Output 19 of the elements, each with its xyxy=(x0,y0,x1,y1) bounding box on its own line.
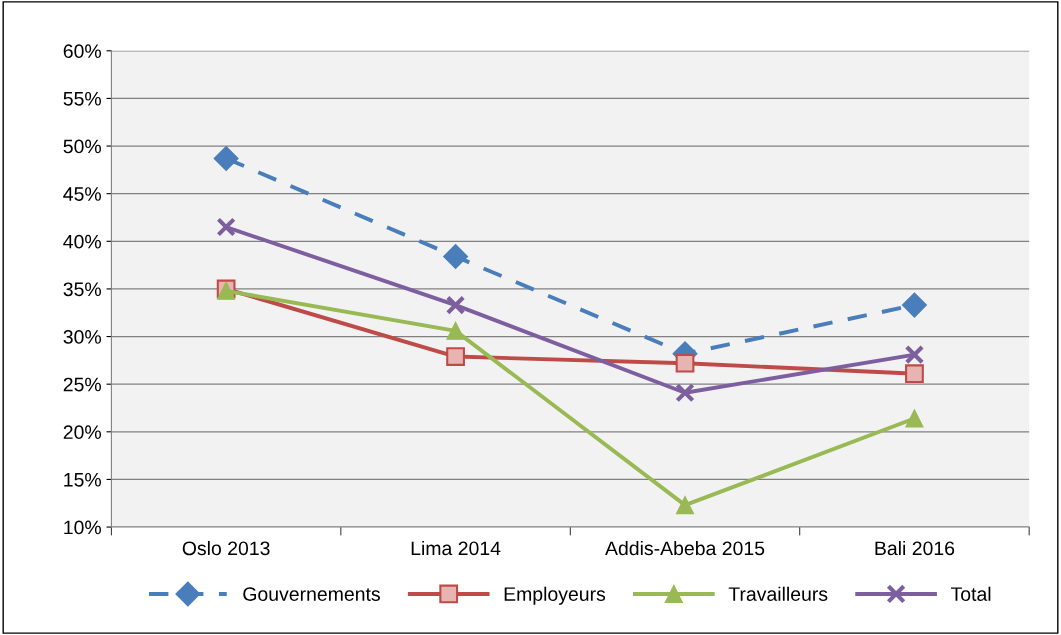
y-tick-label: 50% xyxy=(63,139,101,154)
legend-label: Employeurs xyxy=(504,586,606,605)
y-tick-label: 45% xyxy=(63,187,101,201)
y-tick-label: 25% xyxy=(63,377,101,392)
y-tick-label: 30% xyxy=(63,330,101,344)
legend-label: Gouvernements xyxy=(243,587,380,601)
y-tick-label: 55% xyxy=(63,91,101,106)
y-tick-label: 10% xyxy=(64,520,101,535)
y-tick-label: 20% xyxy=(63,425,101,440)
x-tick-label: Addis-Abeba 2015 xyxy=(605,540,765,556)
x-tick-label: Lima 2014 xyxy=(411,540,501,556)
legend-label: Total xyxy=(950,586,991,601)
y-tick-label: 60% xyxy=(63,44,101,59)
y-tick-label: 35% xyxy=(63,282,101,297)
y-tick-label: 15% xyxy=(64,472,101,487)
legend-label: Travailleurs xyxy=(728,586,828,601)
x-tick-label: Oslo 2013 xyxy=(182,540,270,556)
x-tick-label: Bali 2016 xyxy=(875,540,955,556)
y-tick-label: 40% xyxy=(63,234,101,249)
